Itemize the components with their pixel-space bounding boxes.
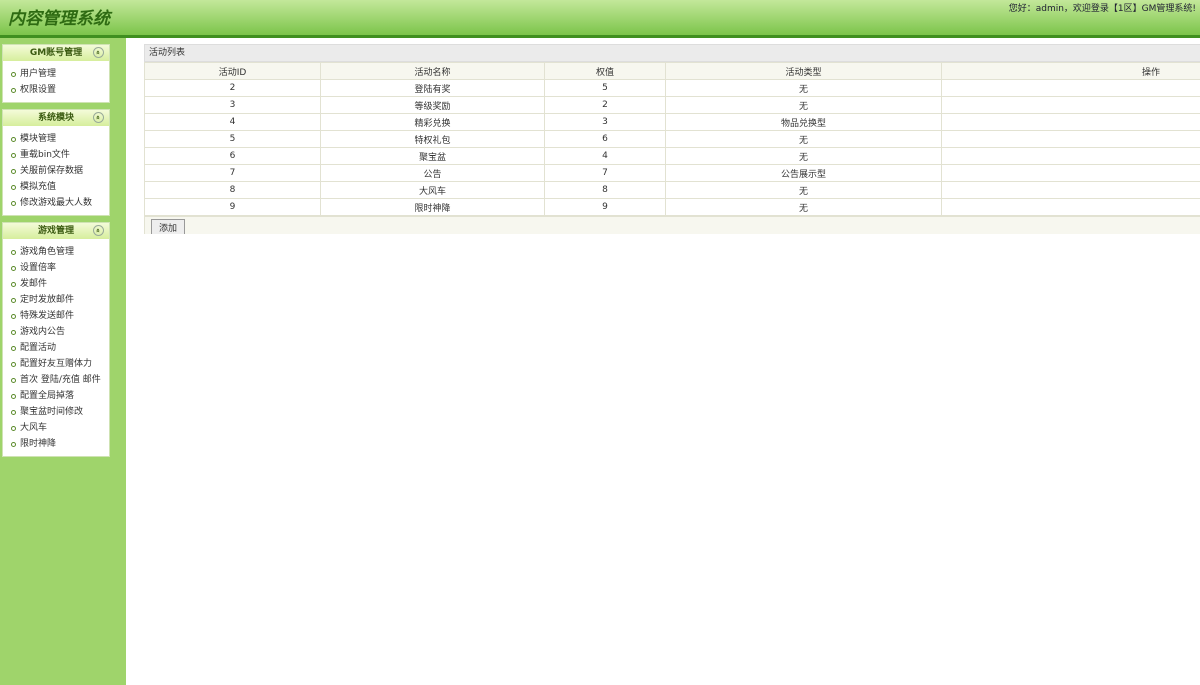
table-cell: 无 bbox=[665, 130, 942, 148]
menu-item[interactable]: 游戏角色管理 bbox=[3, 244, 109, 260]
main-panel: 活动列表 活动ID活动名称权值活动类型操作2登陆有奖5无修改3等级奖励2无修改4… bbox=[144, 44, 1200, 234]
table-row: 5特权礼包6无修改 bbox=[144, 130, 1200, 148]
table-cell: 3 bbox=[144, 96, 321, 114]
menu-item[interactable]: 大风车 bbox=[3, 420, 109, 436]
menu-item[interactable]: 定时发放邮件 bbox=[3, 292, 109, 308]
column-header: 权值 bbox=[544, 62, 666, 80]
header: 内容管理系统 您好：admin，欢迎登录【1区】GM管理系统! bbox=[0, 0, 1200, 38]
table-row: 7公告7公告展示型修改 | 配置 | 删除 bbox=[144, 164, 1200, 182]
table-row: 2登陆有奖5无修改 bbox=[144, 79, 1200, 97]
table-cell: 无 bbox=[665, 181, 942, 199]
table-cell: 物品兑换型 bbox=[665, 113, 942, 131]
row-actions[interactable]: 修改 | 配置 | 删除 bbox=[941, 113, 1200, 131]
table-cell: 登陆有奖 bbox=[320, 79, 545, 97]
menu-section: 系统模块模块管理重载bin文件关服前保存数据模拟充值修改游戏最大人数 bbox=[2, 109, 110, 216]
table-cell: 7 bbox=[544, 164, 666, 182]
menu-item[interactable]: 配置活动 bbox=[3, 340, 109, 356]
row-actions[interactable]: 修改 bbox=[941, 130, 1200, 148]
menu-item[interactable]: 游戏内公告 bbox=[3, 324, 109, 340]
menu-item[interactable]: 配置好友互赠体力 bbox=[3, 356, 109, 372]
menu-item[interactable]: 修改游戏最大人数 bbox=[3, 195, 109, 211]
table-row: 8大风车8无修改 bbox=[144, 181, 1200, 199]
table-cell: 无 bbox=[665, 96, 942, 114]
menu-item[interactable]: 重载bin文件 bbox=[3, 147, 109, 163]
button-row: 添加 bbox=[144, 216, 1200, 234]
row-actions[interactable]: 修改 | 配置 | 删除 bbox=[941, 164, 1200, 182]
menu-item[interactable]: 聚宝盆时间修改 bbox=[3, 404, 109, 420]
menu-section: GM账号管理用户管理权限设置 bbox=[2, 44, 110, 103]
menu-item[interactable]: 特殊发送邮件 bbox=[3, 308, 109, 324]
table-cell: 大风车 bbox=[320, 181, 545, 199]
menu-item[interactable]: 用户管理 bbox=[3, 66, 109, 82]
table-cell: 4 bbox=[144, 113, 321, 131]
table-row: 3等级奖励2无修改 bbox=[144, 96, 1200, 114]
table-row: 4精彩兑换3物品兑换型修改 | 配置 | 删除 bbox=[144, 113, 1200, 131]
table-cell: 4 bbox=[544, 147, 666, 165]
sidebar: GM账号管理用户管理权限设置系统模块模块管理重载bin文件关服前保存数据模拟充值… bbox=[0, 38, 126, 685]
menu-item[interactable]: 权限设置 bbox=[3, 82, 109, 98]
header-row: 活动ID 活动名称 权值 活动类型 操作 bbox=[144, 62, 1200, 80]
menu-item[interactable]: 关服前保存数据 bbox=[3, 163, 109, 179]
menu-item[interactable]: 设置倍率 bbox=[3, 260, 109, 276]
table-cell: 特权礼包 bbox=[320, 130, 545, 148]
row-actions[interactable]: 修改 bbox=[941, 181, 1200, 199]
table-cell: 无 bbox=[665, 147, 942, 165]
table-cell: 8 bbox=[144, 181, 321, 199]
table-cell: 2 bbox=[544, 96, 666, 114]
table-cell: 6 bbox=[144, 147, 321, 165]
menu-item[interactable]: 首次 登陆/充值 邮件 bbox=[3, 372, 109, 388]
menu-item[interactable]: 配置全局掉落 bbox=[3, 388, 109, 404]
table-cell: 公告 bbox=[320, 164, 545, 182]
row-actions[interactable]: 修改 bbox=[941, 147, 1200, 165]
menu-item[interactable]: 发邮件 bbox=[3, 276, 109, 292]
column-header: 活动名称 bbox=[320, 62, 545, 80]
menu-section-title[interactable]: 系统模块 bbox=[3, 110, 109, 126]
app-title: 内容管理系统 bbox=[8, 9, 110, 29]
column-header: 操作 bbox=[941, 62, 1200, 80]
table-cell: 无 bbox=[665, 79, 942, 97]
table-cell: 精彩兑换 bbox=[320, 113, 545, 131]
row-actions[interactable]: 修改 bbox=[941, 79, 1200, 97]
menu-item[interactable]: 限时神降 bbox=[3, 436, 109, 452]
row-actions[interactable]: 修改 bbox=[941, 198, 1200, 216]
table-cell: 等级奖励 bbox=[320, 96, 545, 114]
menu-item[interactable]: 模块管理 bbox=[3, 131, 109, 147]
row-actions[interactable]: 修改 bbox=[941, 96, 1200, 114]
menu-section: 游戏管理游戏角色管理设置倍率发邮件定时发放邮件特殊发送邮件游戏内公告配置活动配置… bbox=[2, 222, 110, 457]
table-cell: 5 bbox=[144, 130, 321, 148]
welcome-text: 您好：admin，欢迎登录【1区】GM管理系统! bbox=[1008, 4, 1196, 14]
table-cell: 8 bbox=[544, 181, 666, 199]
table-cell: 限时神降 bbox=[320, 198, 545, 216]
column-header: 活动ID bbox=[144, 62, 321, 80]
table-cell: 公告展示型 bbox=[665, 164, 942, 182]
table-cell: 6 bbox=[544, 130, 666, 148]
panel-title: 活动列表 bbox=[144, 44, 1200, 62]
table-row: 6聚宝盆4无修改 bbox=[144, 147, 1200, 165]
table-cell: 9 bbox=[144, 198, 321, 216]
column-header: 活动类型 bbox=[665, 62, 942, 80]
table-cell: 5 bbox=[544, 79, 666, 97]
table-cell: 7 bbox=[144, 164, 321, 182]
menu-section-title[interactable]: 游戏管理 bbox=[3, 223, 109, 239]
menu-item[interactable]: 模拟充值 bbox=[3, 179, 109, 195]
table-cell: 无 bbox=[665, 198, 942, 216]
table-cell: 3 bbox=[544, 113, 666, 131]
add-button[interactable]: 添加 bbox=[151, 219, 186, 234]
table-cell: 9 bbox=[544, 198, 666, 216]
menu-section-title[interactable]: GM账号管理 bbox=[3, 45, 109, 61]
table-cell: 聚宝盆 bbox=[320, 147, 545, 165]
table-row: 9限时神降9无修改 bbox=[144, 198, 1200, 216]
activity-table: 活动ID活动名称权值活动类型操作2登陆有奖5无修改3等级奖励2无修改4精彩兑换3… bbox=[144, 62, 1200, 216]
table-cell: 2 bbox=[144, 79, 321, 97]
